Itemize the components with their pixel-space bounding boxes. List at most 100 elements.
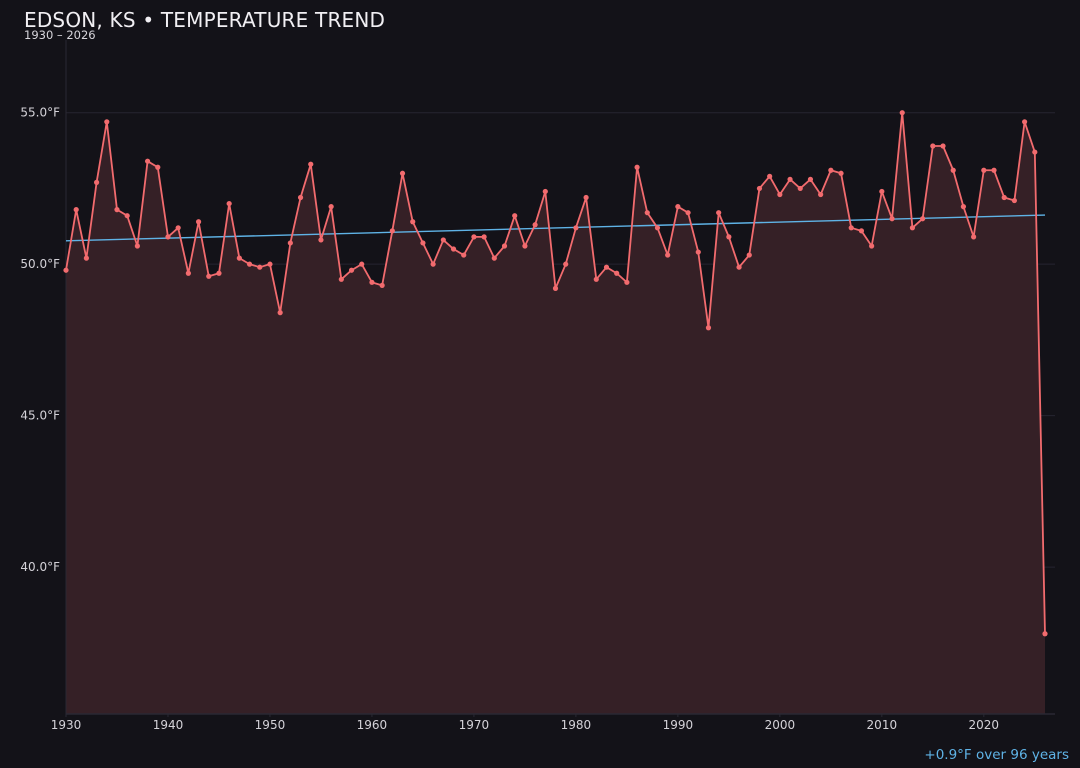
- data-point: [1001, 194, 1007, 201]
- data-point-markers: [63, 110, 1048, 637]
- data-point: [787, 176, 793, 182]
- y-tick-label: 55.0°F: [20, 106, 60, 120]
- data-point: [491, 255, 497, 261]
- data-point: [461, 252, 467, 258]
- data-point: [838, 170, 844, 176]
- data-point: [695, 249, 701, 255]
- data-point: [522, 243, 528, 249]
- data-point: [746, 252, 752, 258]
- data-point: [1011, 197, 1018, 204]
- data-point: [899, 110, 905, 116]
- data-point: [542, 188, 548, 195]
- data-point: [450, 246, 457, 252]
- data-point: [1032, 149, 1038, 155]
- data-point: [155, 164, 161, 170]
- data-point: [379, 282, 385, 288]
- data-point: [614, 270, 620, 276]
- data-point: [950, 167, 956, 173]
- data-point: [399, 170, 406, 176]
- x-tick-label: 1990: [663, 718, 694, 732]
- data-point: [848, 225, 854, 231]
- data-point: [583, 194, 589, 201]
- y-tick-labels: 40.0°F 45.0°F 50.0°F 55.0°F: [20, 106, 60, 574]
- data-point: [277, 310, 283, 316]
- data-point: [297, 194, 304, 201]
- trend-line: [65, 214, 1046, 242]
- data-point: [818, 191, 824, 198]
- data-point: [797, 185, 803, 192]
- data-point: [756, 185, 763, 192]
- data-point: [828, 167, 834, 173]
- data-point: [420, 240, 426, 246]
- data-point: [175, 225, 181, 231]
- data-point: [716, 210, 722, 216]
- data-point: [1042, 631, 1048, 637]
- data-point: [308, 161, 314, 167]
- data-point: [512, 213, 518, 219]
- data-point: [909, 225, 916, 231]
- data-point: [879, 188, 885, 195]
- data-point: [777, 191, 783, 198]
- data-point: [257, 264, 263, 270]
- data-point: [83, 255, 89, 261]
- data-point: [124, 213, 130, 219]
- data-point: [236, 255, 242, 261]
- data-point: [114, 207, 120, 213]
- data-point: [675, 204, 681, 210]
- data-point: [144, 158, 151, 164]
- data-point: [624, 279, 630, 285]
- data-point: [981, 167, 987, 173]
- data-point: [338, 276, 344, 282]
- x-tick-label: 2000: [765, 718, 796, 732]
- y-tick-label: 40.0°F: [20, 560, 60, 574]
- y-tick-label: 50.0°F: [20, 257, 60, 271]
- data-point: [920, 216, 926, 222]
- data-point: [563, 261, 569, 267]
- trend-annotation: +0.9°F over 96 years: [924, 747, 1069, 763]
- y-tick-label: 45.0°F: [20, 409, 60, 423]
- data-point: [767, 173, 773, 179]
- data-point: [665, 252, 671, 258]
- data-point: [73, 207, 79, 213]
- chart-subtitle: 1930 – 2026: [24, 28, 96, 42]
- data-point: [869, 243, 875, 249]
- data-point: [501, 243, 508, 249]
- data-point: [726, 234, 732, 240]
- data-point: [134, 243, 140, 249]
- data-point: [389, 228, 395, 234]
- data-point: [481, 234, 487, 240]
- data-point: [440, 237, 446, 243]
- data-point: [287, 240, 293, 246]
- data-point: [532, 222, 538, 228]
- data-point: [593, 276, 599, 282]
- x-tick-label: 1960: [357, 718, 388, 732]
- x-tick-label: 1970: [459, 718, 490, 732]
- data-point: [63, 267, 69, 273]
- data-point: [644, 210, 650, 216]
- data-point: [185, 270, 191, 276]
- data-point: [195, 219, 202, 225]
- data-point: [889, 216, 895, 222]
- data-point: [104, 119, 110, 125]
- data-point: [206, 273, 212, 279]
- chart-title: EDSON, KS • TEMPERATURE TREND: [24, 8, 386, 32]
- x-tick-label: 1980: [561, 718, 592, 732]
- x-tick-label: 1950: [255, 718, 286, 732]
- data-point: [705, 325, 712, 331]
- data-point: [960, 204, 967, 210]
- data-point: [246, 261, 253, 267]
- data-point: [226, 200, 232, 207]
- data-point: [736, 264, 742, 270]
- data-point: [573, 225, 579, 231]
- data-point: [858, 228, 865, 234]
- x-tick-label: 1930: [51, 718, 82, 732]
- data-point: [430, 261, 436, 267]
- data-point: [267, 261, 273, 267]
- x-tick-label: 2020: [969, 718, 1000, 732]
- data-point: [165, 234, 171, 240]
- data-point: [807, 176, 814, 182]
- x-tick-label: 1940: [153, 718, 184, 732]
- data-point: [603, 264, 610, 270]
- x-tick-label: 2010: [867, 718, 898, 732]
